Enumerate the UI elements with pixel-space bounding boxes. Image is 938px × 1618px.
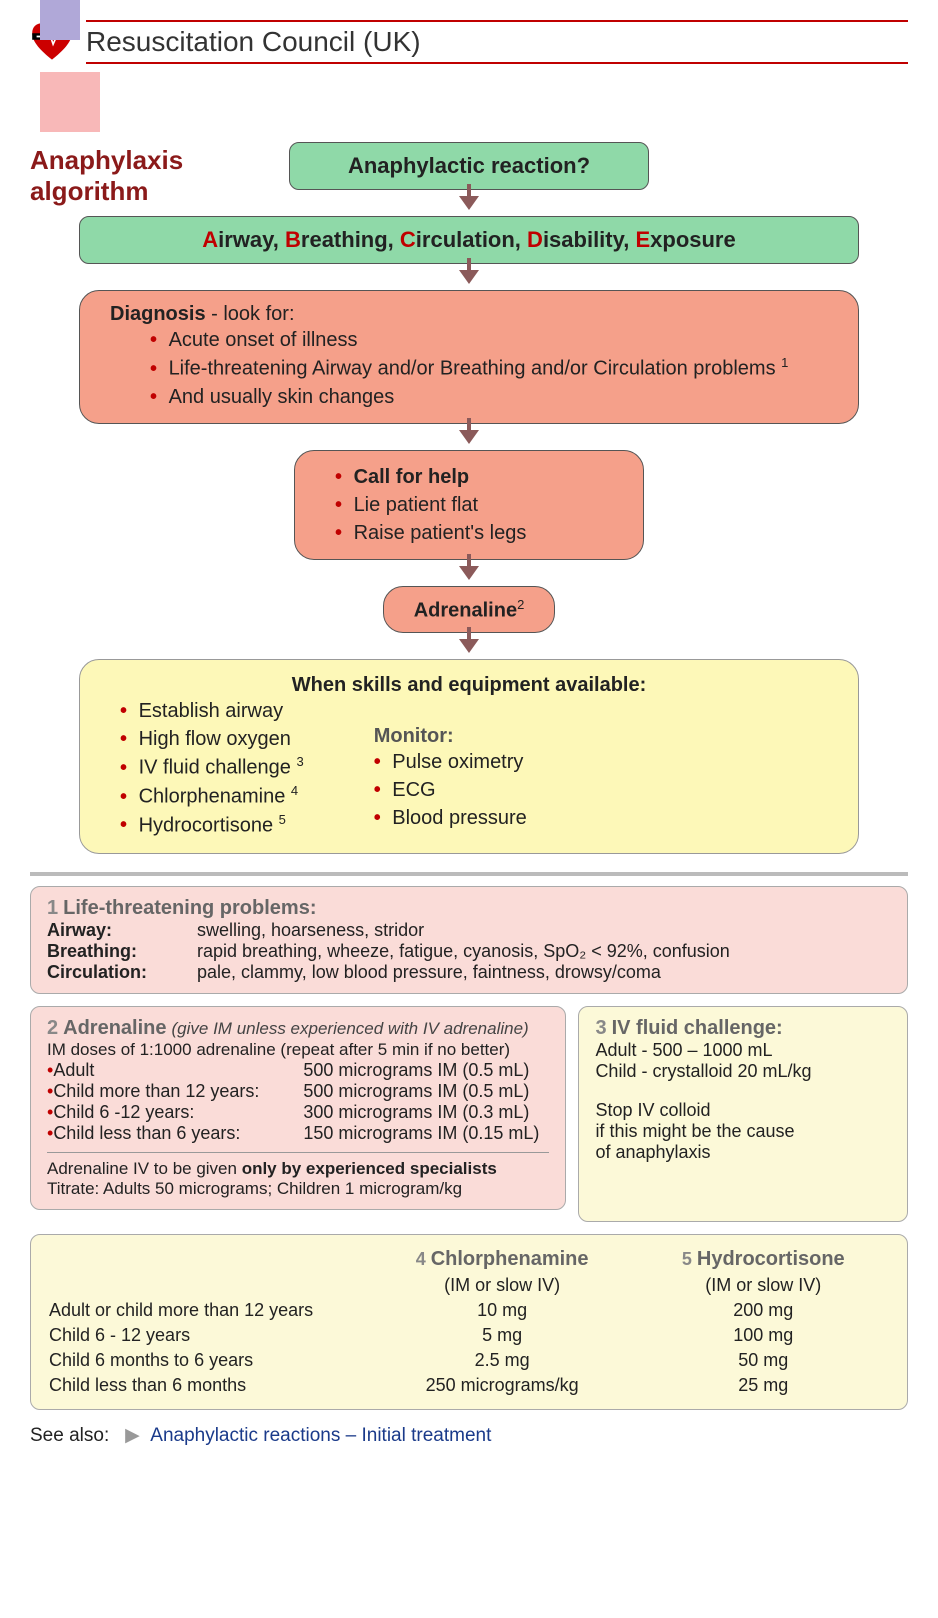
page-title: Anaphylaxisalgorithm: [30, 145, 183, 207]
diagnosis-item: Acute onset of illness: [150, 326, 828, 354]
monitor-item: ECG: [374, 776, 527, 804]
decorative-purple-block: [40, 0, 80, 40]
skills-item: Hydrocortisone 5: [120, 811, 304, 840]
arrow-icon: [459, 196, 479, 210]
diagnosis-item: And usually skin changes: [150, 383, 828, 411]
step-adrenaline: Adrenaline2: [383, 586, 556, 634]
monitor-item: Blood pressure: [374, 804, 527, 832]
arrow-icon: [459, 270, 479, 284]
help-item: Raise patient's legs: [335, 519, 613, 547]
skills-item: High flow oxygen: [120, 725, 304, 753]
step-diagnosis: Diagnosis - look for: Acute onset of ill…: [79, 290, 859, 424]
note-iv-fluid: 3 IV fluid challenge: Adult - 500 – 1000…: [578, 1006, 908, 1222]
footer-see-also: See also: ▶ Anaphylactic reactions – Ini…: [30, 1424, 908, 1447]
monitor-title: Monitor:: [374, 725, 527, 748]
step-call-help: Call for help Lie patient flat Raise pat…: [294, 450, 644, 560]
arrow-icon: [459, 430, 479, 444]
step-question: Anaphylactic reaction?: [289, 142, 649, 190]
decorative-pink-block: [40, 72, 100, 132]
note-adrenaline: 2 Adrenaline (give IM unless experienced…: [30, 1006, 566, 1210]
skills-item: Establish airway: [120, 697, 304, 725]
help-item: Call for help: [335, 463, 613, 491]
flowchart: Anaphylactic reaction? Airway, Breathing…: [30, 142, 908, 854]
help-item: Lie patient flat: [335, 491, 613, 519]
header: Resuscitation Council (UK): [30, 20, 908, 64]
monitor-item: Pulse oximetry: [374, 748, 527, 776]
skills-item: IV fluid challenge 3: [120, 753, 304, 782]
arrow-icon: [459, 639, 479, 653]
section-divider: [30, 872, 908, 876]
org-name: Resuscitation Council (UK): [86, 20, 908, 64]
triangle-icon: ▶: [125, 1425, 140, 1446]
step-abcde: Airway, Breathing, Circulation, Disabili…: [79, 216, 859, 264]
note-drug-doses: 4 Chlorphenamine 5 Hydrocortisone (IM or…: [30, 1234, 908, 1410]
diagnosis-item: Life-threatening Airway and/or Breathing…: [150, 354, 828, 383]
note-life-threatening: 1 Life-threatening problems: Airway:swel…: [30, 886, 908, 994]
footer-link[interactable]: Anaphylactic reactions – Initial treatme…: [150, 1425, 491, 1446]
skills-item: Chlorphenamine 4: [120, 782, 304, 811]
arrow-icon: [459, 566, 479, 580]
step-skills: When skills and equipment available: Est…: [79, 659, 859, 854]
